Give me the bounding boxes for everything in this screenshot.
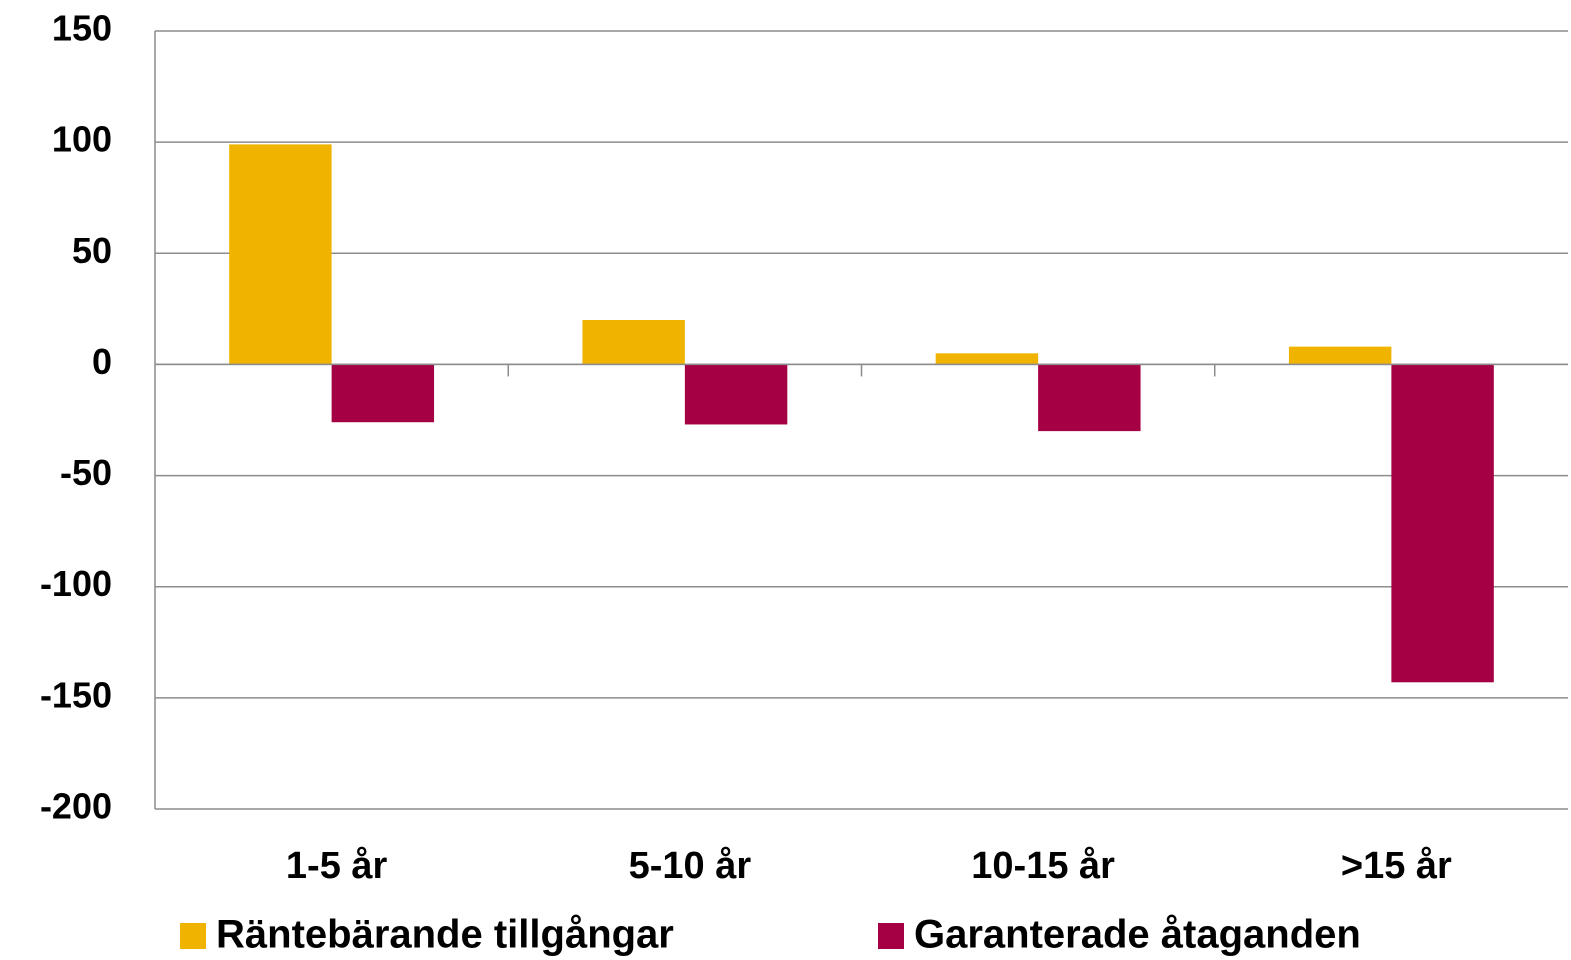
bar	[229, 144, 332, 365]
bar	[935, 353, 1039, 365]
x-tick-label: 5-10 år	[629, 845, 752, 887]
x-tick-label: >15 år	[1341, 845, 1452, 887]
bar	[1038, 364, 1141, 432]
y-tick-label: 0	[92, 341, 112, 382]
legend-label: Räntebärande tillgångar	[216, 913, 674, 957]
y-tick-label: 50	[72, 230, 112, 271]
x-tick-label: 10-15 år	[971, 845, 1115, 887]
legend-label: Garanterade åtaganden	[914, 913, 1361, 957]
y-tick-label: -150	[40, 674, 112, 715]
y-tick-label: 100	[52, 119, 112, 160]
bar	[582, 319, 685, 365]
bar	[684, 364, 788, 425]
bar	[1391, 364, 1494, 683]
bar	[1288, 346, 1392, 365]
legend-swatch	[878, 923, 904, 949]
y-tick-label: 150	[52, 8, 112, 49]
legend-swatch	[180, 923, 206, 949]
y-tick-label: -200	[40, 786, 112, 827]
y-tick-label: -50	[60, 452, 112, 493]
x-tick-label: 1-5 år	[286, 845, 388, 887]
y-tick-label: -100	[40, 563, 112, 604]
bar	[331, 364, 435, 423]
